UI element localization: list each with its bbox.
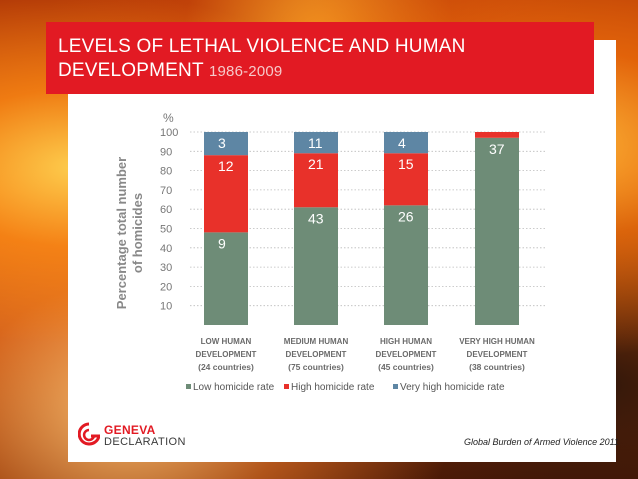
bar-segment <box>204 155 248 233</box>
x-tick-label: HIGH HUMAN <box>380 337 432 346</box>
bar-segment <box>204 232 248 325</box>
x-axis-labels: LOW HUMAN DEVELOPMENT (24 countries) MEDIUM… <box>196 337 535 372</box>
bar-segment <box>294 153 338 208</box>
bar-data-label: 43 <box>308 210 324 226</box>
chart-panel <box>68 40 616 462</box>
y-tick-label: 40 <box>160 243 172 255</box>
x-tick-label: DEVELOPMENT <box>286 350 347 359</box>
slide-years: 1986-2009 <box>208 63 283 80</box>
bar-segment <box>384 132 428 154</box>
x-tick-label: (45 countries) <box>378 362 434 372</box>
legend-label: Very high homicide rate <box>400 382 505 393</box>
bar-segment <box>384 205 428 325</box>
logo-name: GENEVA <box>104 423 156 437</box>
x-tick-label: MEDIUM HUMAN <box>284 337 349 346</box>
bar-data-label: 15 <box>398 156 414 172</box>
bar-data-label: 9 <box>218 235 226 251</box>
source-caption: Global Burden of Armed Violence 2011 <box>464 437 619 447</box>
y-axis-label-line1: Percentage total number <box>114 157 129 309</box>
y-axis-label-line2: of homicides <box>130 193 145 273</box>
bar-segment <box>475 137 519 325</box>
x-tick-label: (24 countries) <box>198 362 254 372</box>
y-tick-label: 20 <box>160 281 172 293</box>
legend-swatch <box>186 384 191 389</box>
bar-data-label: 26 <box>398 208 414 224</box>
x-tick-label: (75 countries) <box>288 362 344 372</box>
bar-segment <box>475 132 519 138</box>
x-tick-label: LOW HUMAN <box>201 337 252 346</box>
bar-data-label: 3 <box>218 135 226 151</box>
y-axis-ticks: 10 20 30 40 50 60 70 80 90 100 <box>160 127 178 313</box>
bar-data-label: 37 <box>489 141 505 157</box>
bar-segment <box>294 132 338 154</box>
y-tick-label: 60 <box>160 204 172 216</box>
bar-data-label: 21 <box>308 156 324 172</box>
y-tick-label: 30 <box>160 262 172 274</box>
title-banner: LEVELS OF LETHAL VIOLENCE AND HUMAN DEVE… <box>46 22 594 94</box>
y-tick-label: 80 <box>160 166 172 178</box>
bar-segment <box>294 207 338 325</box>
logo-mark-icon <box>78 422 100 446</box>
bar-segment <box>384 153 428 206</box>
y-tick-label: 100 <box>160 127 178 139</box>
bar-data-label: 12 <box>218 158 234 174</box>
bars: 9 12 3 43 21 11 26 15 4 37 <box>204 132 519 325</box>
legend-swatch <box>393 384 398 389</box>
y-axis-unit: % <box>163 111 174 125</box>
legend-label: High homicide rate <box>291 382 375 393</box>
x-tick-label: DEVELOPMENT <box>196 350 257 359</box>
bar-data-label: 11 <box>308 135 323 151</box>
x-tick-label: (38 countries) <box>469 362 525 372</box>
legend: Low homicide rate High homicide rate Very … <box>186 382 505 393</box>
y-tick-label: 10 <box>160 301 172 313</box>
x-tick-label: VERY HIGH HUMAN <box>459 337 535 346</box>
x-tick-label: DEVELOPMENT <box>467 350 528 359</box>
legend-label: Low homicide rate <box>193 382 275 393</box>
bar-segment <box>204 132 248 156</box>
y-tick-label: 70 <box>160 185 172 197</box>
y-tick-label: 90 <box>160 146 172 158</box>
logo-subtitle: DECLARATION <box>104 436 186 448</box>
y-tick-label: 50 <box>160 224 172 236</box>
geneva-declaration-logo: GENEVA DECLARATION <box>78 422 198 452</box>
legend-swatch <box>284 384 289 389</box>
footer-strip <box>68 412 616 460</box>
slide-title: LEVELS OF LETHAL VIOLENCE AND HUMAN DEVE… <box>58 36 466 81</box>
x-tick-label: DEVELOPMENT <box>376 350 437 359</box>
bar-data-label: 4 <box>398 135 406 151</box>
